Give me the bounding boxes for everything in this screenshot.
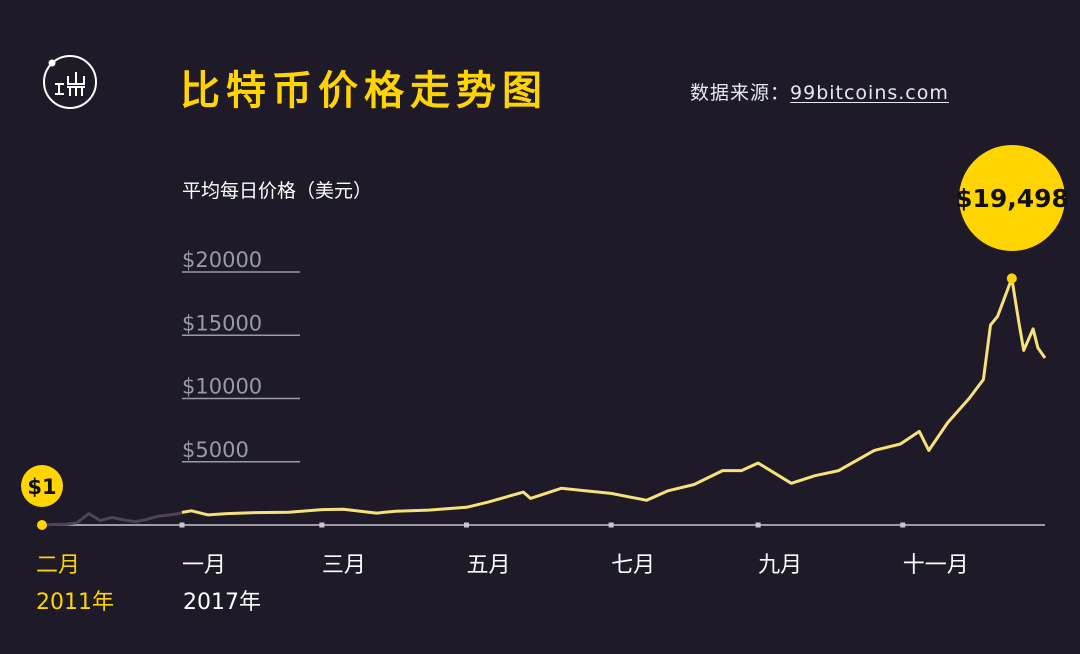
x-tick-mark <box>900 522 906 528</box>
page-title: 比特币价格走势图 <box>180 68 548 114</box>
x-tick-mark <box>464 522 470 528</box>
start-month-label: 二月 <box>36 553 80 578</box>
source-link[interactable]: 99bitcoins.com <box>790 82 949 104</box>
x-tick-label: 十一月 <box>903 553 969 578</box>
x-ticks: 一月 三月 五月 七月 九月 十一月 <box>179 522 969 578</box>
y-tick-label: $10000 <box>182 375 262 399</box>
peak-point <box>1006 273 1017 284</box>
x-tick-mark <box>608 522 614 528</box>
peak-badge-label: $19,498 <box>955 184 1069 213</box>
x-tick-mark <box>755 522 761 528</box>
price-line-2017 <box>181 276 1047 517</box>
y-axis-label: 平均每日价格（美元） <box>182 180 372 202</box>
start-badge-label: $1 <box>27 475 56 499</box>
x-tick-label: 七月 <box>611 553 655 578</box>
y-tick-label: $15000 <box>182 311 262 335</box>
x-year-label: 2017年 <box>183 590 261 615</box>
brand-logo-icon <box>43 55 97 109</box>
start-year-label: 2011年 <box>36 590 114 615</box>
x-tick-label: 一月 <box>182 553 226 578</box>
peak-badge <box>959 145 1065 251</box>
y-ticks: $20000 $15000 $10000 $5000 <box>182 248 300 463</box>
data-source: 数据来源：99bitcoins.com <box>690 78 949 105</box>
source-prefix: 数据来源： <box>690 82 791 104</box>
start-badge <box>21 465 63 507</box>
x-tick-mark <box>179 522 185 528</box>
x-tick-label: 五月 <box>467 553 511 578</box>
y-tick-label: $20000 <box>182 248 262 272</box>
x-tick-label: 九月 <box>758 553 802 578</box>
x-tick-label: 三月 <box>322 553 366 578</box>
start-point <box>37 520 47 530</box>
x-tick-mark <box>319 522 325 528</box>
early-price-line <box>41 511 183 527</box>
y-tick-label: $5000 <box>182 438 249 462</box>
